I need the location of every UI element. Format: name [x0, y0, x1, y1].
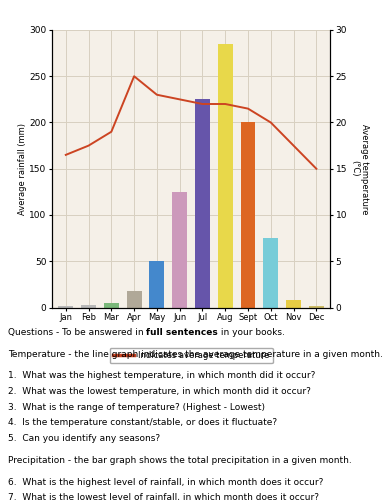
Text: 3.  What is the range of temperature? (Highest - Lowest): 3. What is the range of temperature? (Hi…	[8, 402, 265, 411]
Text: 1.  What was the highest temperature, in which month did it occur?: 1. What was the highest temperature, in …	[8, 372, 315, 380]
Bar	[58, 306, 73, 308]
Bar	[195, 100, 210, 308]
Bar	[127, 291, 142, 308]
Bar	[218, 44, 233, 308]
Text: Precipitation - the bar graph shows the total precipitation in a given month.: Precipitation - the bar graph shows the …	[8, 456, 352, 465]
Bar	[149, 261, 164, 308]
Y-axis label: Average rainfall (mm): Average rainfall (mm)	[17, 122, 27, 215]
Text: 4.  Is the temperature constant/stable, or does it fluctuate?: 4. Is the temperature constant/stable, o…	[8, 418, 277, 428]
Text: in your books.: in your books.	[218, 328, 285, 337]
Bar	[81, 304, 96, 308]
Text: 6.  What is the highest level of rainfall, in which month does it occur?: 6. What is the highest level of rainfall…	[8, 478, 323, 486]
Text: 7.  What is the lowest level of rainfall, in which month does it occur?: 7. What is the lowest level of rainfall,…	[8, 494, 319, 500]
Legend: Indicates average temperature: Indicates average temperature	[110, 348, 273, 364]
Text: 5.  Can you identify any seasons?: 5. Can you identify any seasons?	[8, 434, 160, 443]
Text: Temperature - the line graph indicates the average temperature in a given month.: Temperature - the line graph indicates t…	[8, 350, 383, 358]
Y-axis label: Average temperature
(°C): Average temperature (°C)	[350, 124, 369, 214]
Bar	[263, 238, 278, 308]
Text: Questions - To be answered in: Questions - To be answered in	[8, 328, 146, 337]
Text: full sentences: full sentences	[146, 328, 218, 337]
Bar	[240, 122, 256, 308]
Bar	[104, 303, 119, 308]
Bar	[172, 192, 187, 308]
Bar	[286, 300, 301, 308]
Bar	[309, 306, 324, 308]
Text: 2.  What was the lowest temperature, in which month did it occur?: 2. What was the lowest temperature, in w…	[8, 387, 311, 396]
